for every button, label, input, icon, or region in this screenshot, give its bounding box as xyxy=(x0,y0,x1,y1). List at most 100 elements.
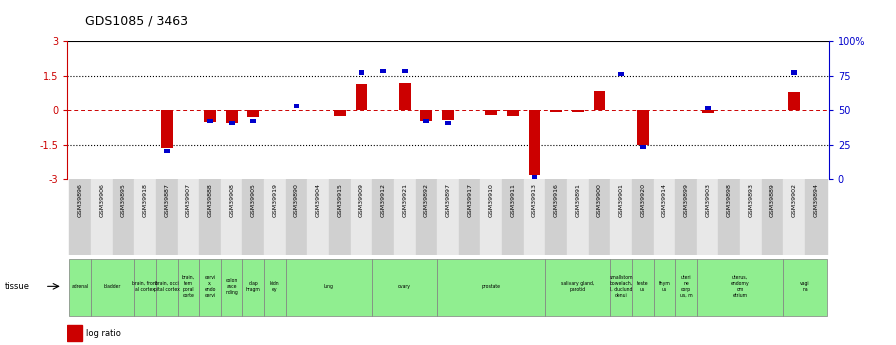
Bar xyxy=(247,110,259,117)
Bar xyxy=(637,110,649,145)
Text: GSM39916: GSM39916 xyxy=(554,183,559,217)
Bar xyxy=(350,179,372,255)
Bar xyxy=(134,259,156,316)
Text: GSM39901: GSM39901 xyxy=(618,183,624,217)
Text: GSM39907: GSM39907 xyxy=(185,183,191,217)
Bar xyxy=(380,69,386,73)
Bar xyxy=(632,179,653,255)
Text: GSM39897: GSM39897 xyxy=(445,183,451,217)
Text: smallstom
bowelach,
l, duclund
denui: smallstom bowelach, l, duclund denui xyxy=(609,275,633,297)
Text: GSM39913: GSM39913 xyxy=(532,183,537,217)
Bar xyxy=(69,179,91,255)
Bar xyxy=(546,259,610,316)
Text: GSM39889: GSM39889 xyxy=(770,183,775,217)
Bar xyxy=(91,179,113,255)
Bar xyxy=(424,119,429,123)
Bar xyxy=(416,179,437,255)
Bar xyxy=(593,91,606,110)
Bar xyxy=(160,110,173,148)
Bar xyxy=(783,259,827,316)
Bar xyxy=(618,71,624,76)
Bar xyxy=(220,179,243,255)
Text: GSM39892: GSM39892 xyxy=(424,183,429,217)
Text: colon
asce
nding: colon asce nding xyxy=(225,278,238,295)
Text: GSM39890: GSM39890 xyxy=(294,183,299,217)
Text: tissue: tissue xyxy=(4,282,30,291)
Bar xyxy=(372,259,437,316)
Bar xyxy=(783,179,805,255)
Bar xyxy=(294,104,299,108)
Bar xyxy=(589,179,610,255)
Text: uterus,
endomy
om
etrium: uterus, endomy om etrium xyxy=(731,275,749,297)
Bar xyxy=(69,259,91,316)
Bar xyxy=(358,70,365,75)
Bar xyxy=(113,179,134,255)
Text: GSM39919: GSM39919 xyxy=(272,183,278,217)
Bar xyxy=(199,179,220,255)
Text: GSM39887: GSM39887 xyxy=(164,183,169,217)
Text: GSM39911: GSM39911 xyxy=(511,183,515,217)
Bar xyxy=(459,179,480,255)
Text: GSM39900: GSM39900 xyxy=(597,183,602,217)
Text: prostate: prostate xyxy=(482,284,501,289)
Bar xyxy=(156,179,177,255)
Text: GSM39894: GSM39894 xyxy=(814,183,818,217)
Text: diap
hragm: diap hragm xyxy=(246,281,261,292)
Bar xyxy=(399,83,410,110)
Text: GSM39912: GSM39912 xyxy=(381,183,385,217)
Bar xyxy=(250,119,256,123)
Bar xyxy=(805,179,827,255)
Text: bladder: bladder xyxy=(104,284,121,289)
Text: lung: lung xyxy=(324,284,334,289)
Bar xyxy=(286,179,307,255)
Bar xyxy=(286,259,372,316)
Bar xyxy=(372,179,394,255)
Text: uteri
ne
corp
us, m: uteri ne corp us, m xyxy=(680,275,693,297)
Text: brain, front
al cortex: brain, front al cortex xyxy=(133,281,158,292)
Bar xyxy=(394,179,416,255)
Bar xyxy=(486,110,497,115)
Bar xyxy=(610,259,632,316)
Text: GSM39914: GSM39914 xyxy=(662,183,667,217)
Bar xyxy=(177,259,199,316)
Bar xyxy=(264,179,286,255)
Bar xyxy=(307,179,329,255)
Bar xyxy=(220,259,243,316)
Text: brain,
tem
poral
corte: brain, tem poral corte xyxy=(182,275,195,297)
Text: GSM39915: GSM39915 xyxy=(337,183,342,217)
Bar xyxy=(401,69,408,73)
Bar xyxy=(719,179,740,255)
Text: GDS1085 / 3463: GDS1085 / 3463 xyxy=(85,14,188,28)
Bar xyxy=(480,179,502,255)
Bar xyxy=(356,84,367,110)
Text: GSM39921: GSM39921 xyxy=(402,183,407,217)
Bar xyxy=(91,259,134,316)
Text: cervi
x,
endo
cervi: cervi x, endo cervi xyxy=(204,275,216,297)
Text: log ratio: log ratio xyxy=(86,329,121,338)
Bar xyxy=(507,110,519,116)
Bar xyxy=(546,179,567,255)
Bar xyxy=(676,259,697,316)
Text: vagi
na: vagi na xyxy=(800,281,810,292)
Text: GSM39909: GSM39909 xyxy=(359,183,364,217)
Bar xyxy=(610,179,632,255)
Bar xyxy=(762,179,783,255)
Text: GSM39893: GSM39893 xyxy=(748,183,754,217)
Bar xyxy=(697,179,719,255)
Bar xyxy=(653,259,676,316)
Bar xyxy=(134,179,156,255)
Text: GSM39917: GSM39917 xyxy=(467,183,472,217)
Bar xyxy=(550,110,562,111)
Bar xyxy=(437,259,546,316)
Bar xyxy=(420,110,432,121)
Text: GSM39898: GSM39898 xyxy=(727,183,732,217)
Bar xyxy=(156,259,177,316)
Bar xyxy=(632,259,653,316)
Bar xyxy=(329,179,350,255)
Bar xyxy=(697,259,783,316)
Bar xyxy=(226,110,237,123)
Text: GSM39904: GSM39904 xyxy=(315,183,321,217)
Bar xyxy=(243,259,264,316)
Bar xyxy=(740,179,762,255)
Bar xyxy=(788,92,800,110)
